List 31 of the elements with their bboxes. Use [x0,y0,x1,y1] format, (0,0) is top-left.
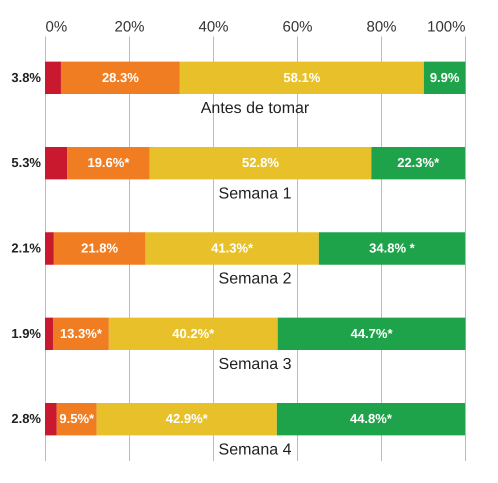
data-label: 21.8% [81,240,118,256]
data-label: 58.1% [283,70,321,85]
y-tick-label: Semana 3 [218,356,292,374]
y-tick-label: Semana 2 [218,270,292,288]
x-tick-label: 80% [366,18,397,36]
data-label: 34.8% * [369,240,416,256]
data-label: 22.3%* [397,155,440,170]
x-tick-label: 0% [46,18,68,36]
y-tick-label: Antes de tomar [200,100,310,118]
data-label: 28.3% [102,70,140,85]
data-label: 41.3%* [211,240,254,256]
data-label: 44.8%* [350,411,393,426]
x-tick-label: 20% [114,18,145,36]
x-tick-label: 60% [282,18,313,36]
data-label: 19.6%* [87,155,130,170]
data-label: 9.9% [430,70,460,85]
data-label: 2.8% [11,411,42,426]
data-label: 1.9% [11,326,42,341]
data-label: 44.7%* [350,326,394,341]
data-label: 3.8% [11,70,42,85]
data-label: 5.3% [11,155,42,170]
x-tick-label: 100% [427,18,466,36]
data-label: 40.2%* [172,326,216,341]
data-label: 13.3%* [60,326,103,341]
data-label: 42.9%* [166,411,209,426]
y-tick-label: Semana 4 [218,441,292,458]
data-label: 2.1% [11,240,42,256]
data-label: 52.8% [242,155,280,170]
data-label: 9.5%* [59,411,95,426]
y-tick-label: Semana 1 [218,185,292,202]
x-tick-label: 40% [198,18,229,36]
